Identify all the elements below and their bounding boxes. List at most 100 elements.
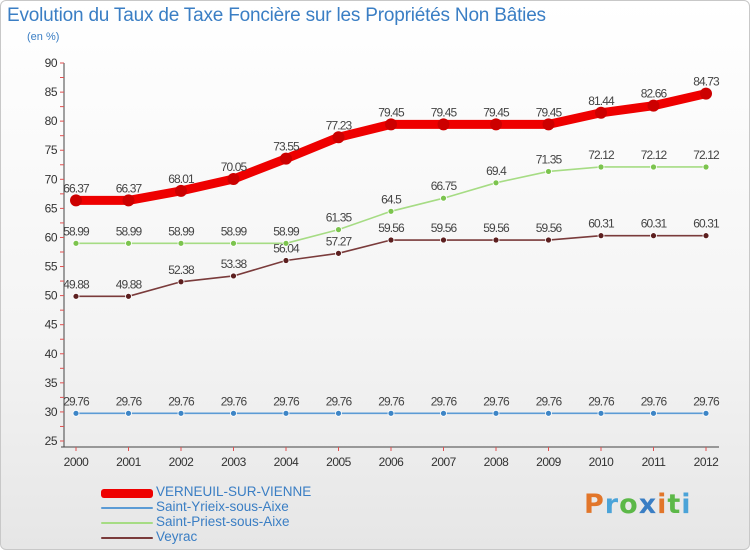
y-tick-label: 90: [45, 56, 58, 70]
data-point: [332, 131, 345, 144]
data-point: [490, 118, 502, 131]
data-point: [387, 236, 395, 244]
data-point: [280, 152, 292, 165]
data-label: 29.76: [326, 394, 353, 408]
data-label: 29.76: [536, 394, 563, 408]
legend-swatch: [101, 488, 153, 498]
data-label: 59.56: [431, 221, 458, 235]
y-tick-label: 60: [45, 230, 58, 244]
x-tick-label: 2009: [536, 455, 562, 469]
data-point: [650, 232, 657, 240]
data-label: 77.23: [326, 118, 353, 132]
data-point: [125, 239, 132, 247]
x-tick-label: 2012: [694, 455, 720, 469]
data-point: [702, 163, 710, 171]
data-label: 82.66: [641, 87, 668, 101]
data-label: 58.99: [116, 224, 143, 238]
data-label: 79.45: [483, 105, 510, 119]
data-label: 29.76: [378, 394, 405, 408]
data-point: [650, 163, 657, 171]
data-point: [440, 409, 447, 417]
data-label: 29.76: [273, 394, 300, 408]
unit-label: (en %): [27, 31, 60, 43]
y-tick-label: 25: [45, 434, 58, 448]
y-tick-label: 65: [45, 201, 58, 215]
data-point: [492, 409, 500, 417]
data-label: 57.27: [326, 234, 353, 248]
data-label: 60.31: [693, 217, 720, 231]
data-label: 84.73: [693, 75, 720, 89]
data-point: [492, 236, 500, 244]
data-label: 58.99: [273, 224, 300, 238]
data-point: [122, 194, 135, 207]
data-point: [72, 239, 80, 247]
data-point: [125, 409, 132, 417]
data-label: 70.05: [221, 160, 248, 174]
legend-swatch: [101, 537, 153, 539]
y-tick-label: 50: [45, 289, 58, 303]
x-tick-label: 2001: [116, 455, 142, 469]
data-label: 64.5: [381, 192, 402, 206]
x-tick-label: 2007: [431, 455, 457, 469]
x-tick-label: 2000: [64, 455, 90, 469]
proxiti-logo: Proxiti: [584, 489, 692, 520]
legend-swatch: [101, 522, 153, 524]
data-point: [492, 179, 500, 187]
data-label: 49.88: [116, 277, 143, 291]
data-label: 66.75: [431, 179, 458, 193]
data-point: [125, 292, 132, 300]
data-label: 68.01: [168, 172, 195, 186]
data-point: [177, 278, 185, 286]
data-point: [385, 118, 397, 131]
data-label: 29.76: [168, 394, 195, 408]
x-tick-label: 2005: [326, 455, 352, 469]
data-label: 58.99: [168, 224, 195, 238]
data-point: [335, 226, 342, 234]
data-label: 58.99: [63, 224, 90, 238]
data-point: [650, 409, 657, 417]
data-label: 79.45: [378, 105, 405, 119]
x-tick-label: 2002: [169, 455, 195, 469]
y-tick-label: 35: [45, 376, 58, 390]
data-point: [282, 257, 290, 264]
data-label: 49.88: [63, 277, 90, 291]
data-point: [282, 409, 290, 417]
data-label: 69.4: [486, 164, 507, 178]
data-point: [545, 236, 552, 244]
data-label: 29.76: [588, 394, 615, 408]
y-tick-label: 80: [45, 114, 58, 128]
data-point: [595, 106, 607, 119]
data-point: [387, 409, 395, 417]
data-label: 61.35: [326, 211, 353, 225]
data-point: [597, 409, 605, 417]
data-label: 81.44: [588, 94, 615, 108]
data-label: 60.31: [588, 217, 615, 231]
x-tick-label: 2004: [274, 455, 300, 469]
legend-label: Veyrac: [156, 529, 198, 544]
data-point: [545, 168, 552, 175]
data-label: 72.12: [588, 148, 615, 162]
data-label: 53.38: [221, 257, 248, 271]
data-label: 79.45: [431, 105, 458, 119]
x-tick-label: 2008: [484, 455, 510, 469]
x-tick-label: 2006: [379, 455, 405, 469]
data-label: 59.56: [536, 221, 563, 235]
data-point: [282, 239, 290, 247]
data-label: 56.04: [273, 241, 300, 255]
data-label: 29.76: [431, 394, 458, 408]
legend-label: Saint-Priest-sous-Aixe: [156, 514, 290, 529]
x-tick-label: 2010: [589, 455, 615, 469]
data-label: 29.76: [63, 394, 90, 408]
data-point: [647, 99, 660, 112]
data-label: 79.45: [536, 105, 563, 119]
data-point: [440, 236, 447, 244]
data-point: [72, 292, 80, 300]
data-point: [175, 184, 187, 197]
y-tick-label: 85: [45, 85, 58, 99]
y-tick-label: 30: [45, 405, 58, 419]
data-point: [227, 173, 240, 186]
data-label: 52.38: [168, 263, 195, 277]
y-tick-label: 70: [45, 172, 58, 186]
data-point: [545, 409, 552, 417]
